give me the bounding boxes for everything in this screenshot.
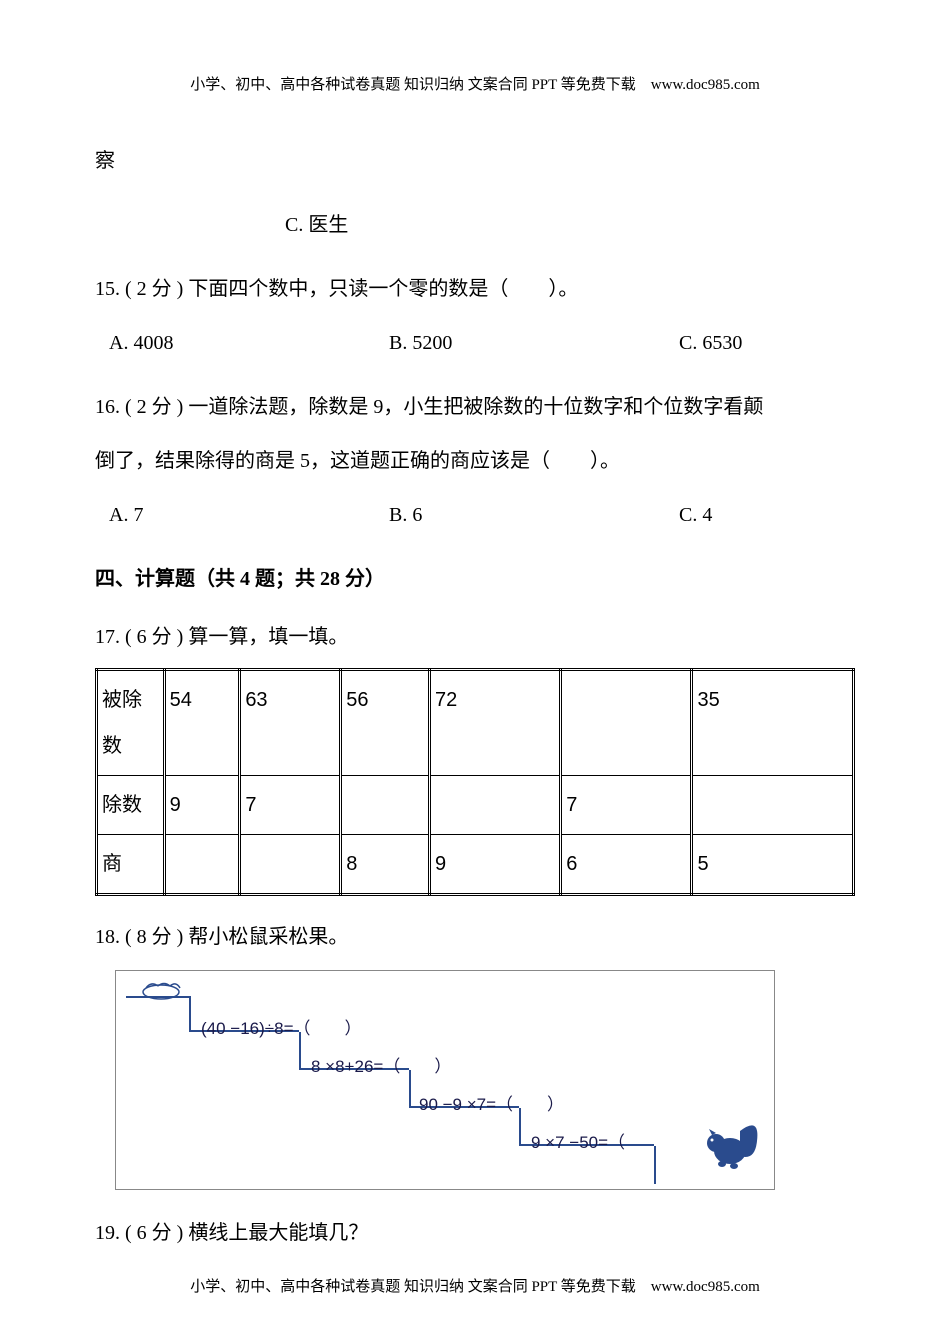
q16-options: A. 7 B. 6 C. 4 [95, 492, 855, 538]
q14-option-c: C. 医生 [95, 202, 855, 248]
q15-option-c: C. 6530 [679, 320, 742, 366]
table-cell: 5 [692, 834, 854, 894]
table-cell [561, 669, 692, 775]
q16-line2: 倒了，结果除得的商是 5，这道题正确的商应该是（ ）。 [95, 438, 855, 484]
squirrel-icon [692, 1116, 762, 1189]
table-cell: 7 [240, 775, 341, 834]
squirrel-top-icon [136, 974, 186, 1015]
page-footer: 小学、初中、高中各种试卷真题 知识归纳 文案合同 PPT 等免费下载 www.d… [0, 1270, 950, 1305]
row-label: 商 [97, 834, 165, 894]
table-row: 被除数 54 63 56 72 35 [97, 669, 854, 775]
q19-text: 19. ( 6 分 ) 横线上最大能填几？ [95, 1210, 855, 1256]
section-4-header: 四、计算题（共 4 题；共 28 分） [95, 556, 855, 602]
q15-option-a: A. 4008 [109, 320, 389, 366]
step-1-expr: (40 −16)÷8=（ ） [201, 1009, 362, 1048]
prev-char: 察 [95, 138, 855, 184]
step-2-expr: 8 ×8+26=（ ） [311, 1047, 451, 1086]
q16-option-a: A. 7 [109, 492, 389, 538]
q16-option-c: C. 4 [679, 492, 712, 538]
table-row: 除数 9 7 7 [97, 775, 854, 834]
q18-text: 18. ( 8 分 ) 帮小松鼠采松果。 [95, 914, 855, 960]
table-cell [164, 834, 240, 894]
table-cell: 56 [341, 669, 430, 775]
q15-text: 15. ( 2 分 ) 下面四个数中，只读一个零的数是（ ）。 [95, 266, 855, 312]
page-header: 小学、初中、高中各种试卷真题 知识归纳 文案合同 PPT 等免费下载 www.d… [95, 68, 855, 103]
q16-option-b: B. 6 [389, 492, 679, 538]
table-cell: 9 [430, 834, 561, 894]
table-cell: 63 [240, 669, 341, 775]
q16-line1: 16. ( 2 分 ) 一道除法题，除数是 9，小生把被除数的十位数字和个位数字… [95, 384, 855, 430]
table-cell: 35 [692, 669, 854, 775]
division-table: 被除数 54 63 56 72 35 除数 9 7 7 商 8 9 6 5 [95, 668, 855, 896]
q15-option-b: B. 5200 [389, 320, 679, 366]
q17-text: 17. ( 6 分 ) 算一算，填一填。 [95, 614, 855, 660]
table-cell [430, 775, 561, 834]
table-cell: 9 [164, 775, 240, 834]
squirrel-steps-diagram: (40 −16)÷8=（ ） 8 ×8+26=（ ） 90 −9 ×7=（ ） … [115, 970, 775, 1190]
table-cell: 72 [430, 669, 561, 775]
table-cell [341, 775, 430, 834]
table-cell: 54 [164, 669, 240, 775]
table-cell [240, 834, 341, 894]
table-cell: 8 [341, 834, 430, 894]
row-label: 被除数 [97, 669, 165, 775]
q15-options: A. 4008 B. 5200 C. 6530 [95, 320, 855, 366]
q17-table-container: 被除数 54 63 56 72 35 除数 9 7 7 商 8 9 6 5 [95, 668, 855, 896]
row-label: 除数 [97, 775, 165, 834]
table-cell: 7 [561, 775, 692, 834]
table-cell [692, 775, 854, 834]
step-4-expr: 9 ×7 −50=（ [531, 1123, 625, 1162]
table-cell: 6 [561, 834, 692, 894]
table-row: 商 8 9 6 5 [97, 834, 854, 894]
step-3-expr: 90 −9 ×7=（ ） [419, 1085, 564, 1124]
